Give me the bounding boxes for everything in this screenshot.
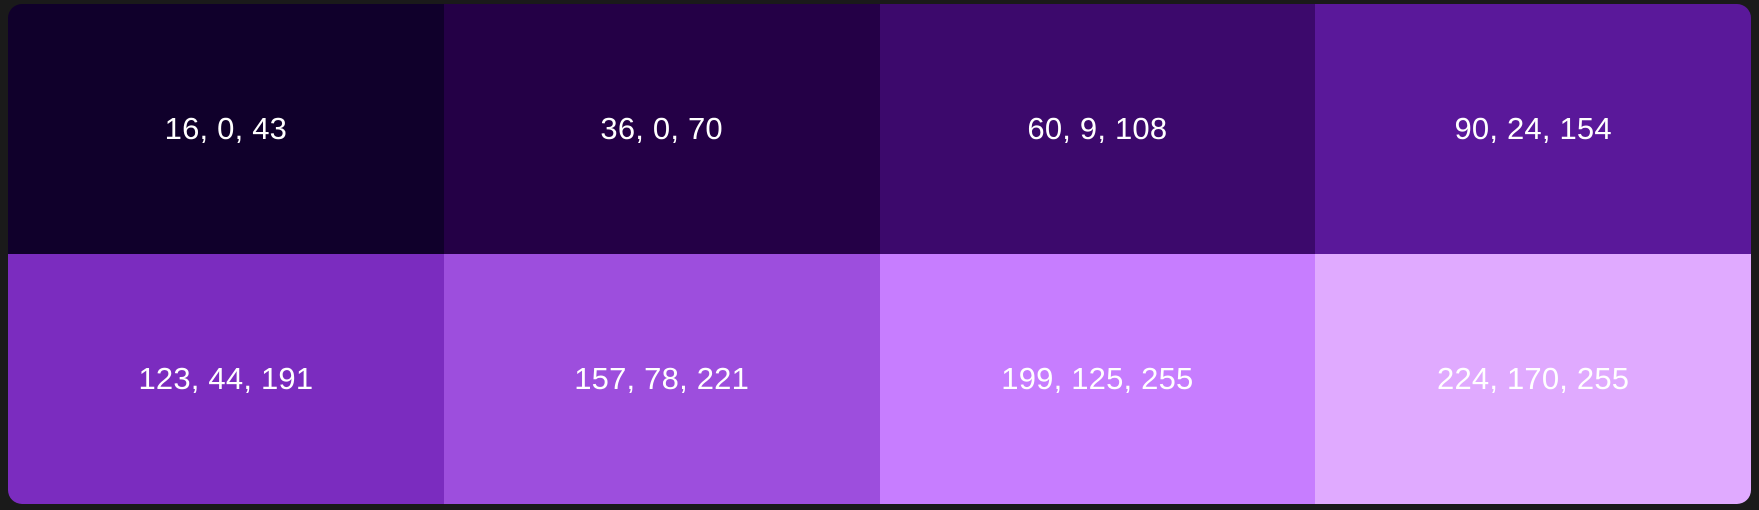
rgb-value-label: 60, 9, 108 — [1027, 111, 1168, 146]
color-swatch[interactable]: 16, 0, 43 — [8, 4, 444, 254]
rgb-value-label: 224, 170, 255 — [1437, 361, 1630, 396]
color-swatch[interactable]: 199, 125, 255 — [879, 254, 1316, 504]
color-swatch[interactable]: 123, 44, 191 — [8, 254, 444, 504]
color-palette: 16, 0, 43 36, 0, 70 60, 9, 108 90, 24, 1… — [8, 4, 1751, 504]
rgb-value-label: 123, 44, 191 — [138, 361, 314, 396]
rgb-value-label: 36, 0, 70 — [600, 111, 723, 146]
color-swatch[interactable]: 60, 9, 108 — [879, 4, 1316, 254]
rgb-value-label: 16, 0, 43 — [164, 111, 288, 146]
color-swatch[interactable]: 36, 0, 70 — [443, 4, 880, 254]
rgb-value-label: 157, 78, 221 — [574, 361, 750, 396]
color-swatch[interactable]: 157, 78, 221 — [443, 254, 880, 504]
rgb-value-label: 199, 125, 255 — [1001, 361, 1194, 396]
color-swatch[interactable]: 224, 170, 255 — [1315, 254, 1751, 504]
color-swatch[interactable]: 90, 24, 154 — [1315, 4, 1751, 254]
rgb-value-label: 90, 24, 154 — [1454, 111, 1612, 146]
